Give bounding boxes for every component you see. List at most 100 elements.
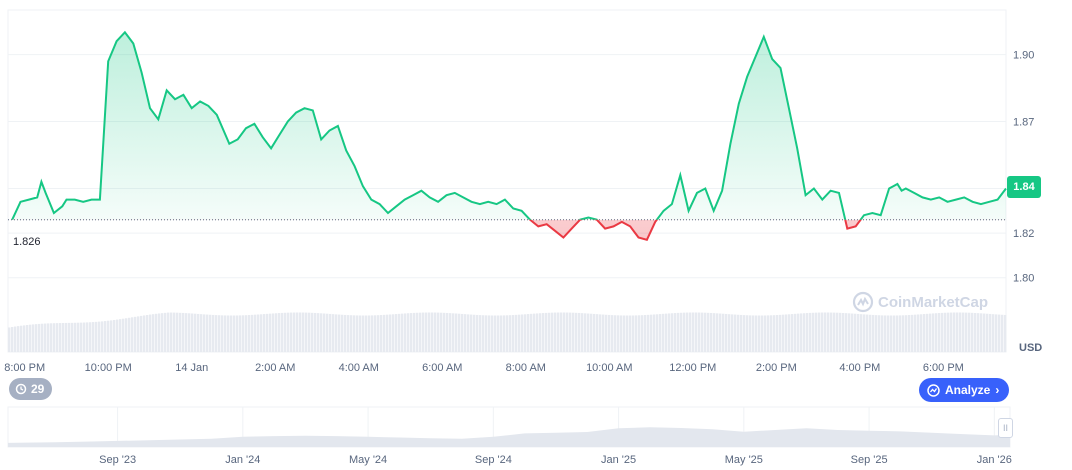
history-badge[interactable]: 29 [9, 378, 53, 400]
volume-bar [548, 312, 551, 352]
volume-bar [842, 312, 845, 352]
volume-bar [677, 312, 680, 352]
volume-bar [209, 314, 212, 352]
volume-bar [242, 315, 245, 352]
volume-bar [908, 315, 911, 352]
open-price-label: 1.826 [13, 236, 41, 248]
navigator-x-tick-label: Jan '25 [601, 454, 636, 466]
navigator-x-tick-label: Jan '26 [977, 454, 1012, 466]
range-navigator[interactable] [7, 406, 1011, 448]
volume-bar [260, 314, 263, 352]
volume-bar [839, 312, 842, 352]
volume-bar [536, 313, 539, 352]
volume-bar [746, 315, 749, 352]
volume-bar [989, 313, 992, 352]
volume-bar [938, 313, 941, 352]
volume-bar [551, 312, 554, 352]
volume-bar [359, 315, 362, 352]
volume-bar [272, 313, 275, 352]
volume-bar [830, 312, 833, 352]
volume-bar [644, 315, 647, 352]
volume-bar [227, 315, 230, 352]
volume-bar [284, 312, 287, 352]
volume-bar [941, 312, 944, 352]
volume-bar [617, 315, 620, 352]
navigator-handle[interactable]: II [998, 418, 1013, 438]
volume-bar [806, 313, 809, 352]
volume-bar [146, 314, 149, 352]
volume-bar [626, 315, 629, 352]
area-fill-up [12, 32, 1006, 220]
watermark-text: CoinMarketCap [878, 293, 989, 311]
navigator-x-ticks: Sep '23 Jan '24 May '24 Sep '24 Jan '25 May '… [99, 454, 1012, 466]
volume-bar [506, 315, 509, 352]
volume-bar [458, 313, 461, 352]
volume-bar [488, 315, 491, 352]
volume-bar [443, 312, 446, 352]
volume-bar [482, 315, 485, 352]
volume-bar [899, 315, 902, 352]
volume-bar [392, 314, 395, 352]
volume-bar [326, 313, 329, 352]
volume-bar [101, 321, 104, 352]
volume-bar [218, 315, 221, 352]
volume-bar [731, 314, 734, 352]
x-tick-label: 8:00 AM [506, 362, 546, 374]
volume-bar [923, 314, 926, 352]
volume-bar [44, 323, 47, 352]
volume-bar [191, 313, 194, 352]
volume-bar [752, 315, 755, 352]
volume-bar [614, 315, 617, 352]
volume-bar [461, 313, 464, 352]
volume-bar [605, 314, 608, 352]
volume-bar [173, 312, 176, 352]
volume-bar [665, 313, 668, 352]
volume-bar [674, 313, 677, 352]
volume-bar [302, 312, 305, 352]
history-count: 29 [31, 382, 45, 396]
current-price-tag: 1.84 [1007, 176, 1041, 198]
volume-bar [869, 314, 872, 352]
volume-bar [809, 312, 812, 352]
volume-bar [740, 314, 743, 352]
volume-bar [479, 315, 482, 352]
volume-bar [71, 322, 74, 352]
volume-bar [119, 319, 122, 352]
volume-bar [560, 312, 563, 352]
volume-bar [104, 321, 107, 352]
y-tick-label: 1.90 [1013, 50, 1034, 62]
volume-bar [698, 312, 701, 352]
volume-bar [965, 312, 968, 352]
volume-bar [695, 312, 698, 352]
volume-bar [611, 315, 614, 352]
volume-bar [851, 313, 854, 352]
volume-bar [767, 315, 770, 352]
volume-bar [659, 314, 662, 352]
volume-bar [89, 322, 92, 352]
volume-bar [65, 322, 68, 352]
volume-bar [266, 313, 269, 352]
volume-bar [83, 322, 86, 352]
volume-bar [26, 325, 29, 352]
volume-bar [197, 313, 200, 352]
volume-bar [890, 315, 893, 352]
volume-bar [140, 315, 143, 352]
volume-bar [878, 315, 881, 352]
volume-bar [188, 313, 191, 352]
volume-bar [962, 312, 965, 352]
volume-bar [947, 312, 950, 352]
volume-bar [884, 315, 887, 352]
volume-bar [950, 312, 953, 352]
volume-bar [968, 312, 971, 352]
analyze-button[interactable]: Analyze › [919, 378, 1010, 402]
volume-bar [719, 313, 722, 352]
volume-bar [14, 326, 17, 352]
volume-bar [710, 312, 713, 352]
volume-bar [161, 313, 164, 352]
volume-bar [377, 315, 380, 352]
volume-bar [758, 315, 761, 352]
volume-bar [338, 314, 341, 352]
volume-bar [788, 314, 791, 352]
volume-bar [86, 322, 89, 352]
